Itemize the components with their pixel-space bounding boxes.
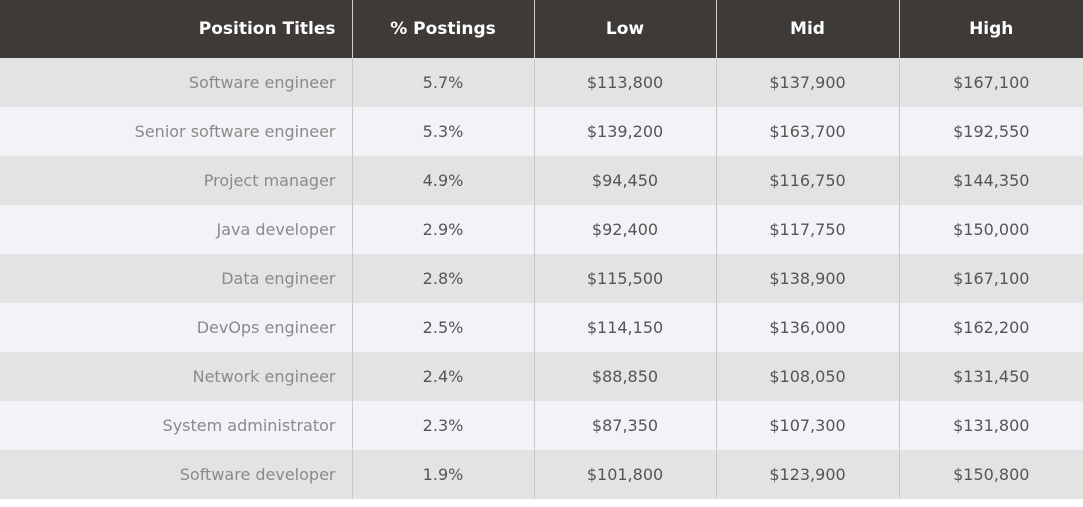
column-header: Position Titles — [0, 0, 352, 58]
table-cell: $108,050 — [715, 352, 899, 401]
position-title: Senior software engineer — [0, 107, 352, 156]
position-title: Network engineer — [0, 352, 352, 401]
table-cell: $138,900 — [715, 254, 899, 303]
position-title: System administrator — [0, 401, 352, 450]
table-cell: $137,900 — [715, 58, 899, 107]
table-cell: $150,800 — [898, 450, 1083, 499]
position-title: Java developer — [0, 205, 352, 254]
table-cell: $150,000 — [898, 205, 1083, 254]
table-cell: 1.9% — [351, 450, 534, 499]
table-cell: $88,850 — [533, 352, 716, 401]
table-cell: 2.4% — [351, 352, 534, 401]
table-cell: $92,400 — [533, 205, 716, 254]
table-cell: $116,750 — [715, 156, 899, 205]
table-cell: $114,150 — [533, 303, 716, 352]
table-row: Software developer 1.9% $101,800 $123,900 $1… — [0, 450, 1083, 499]
table-cell: 2.3% — [351, 401, 534, 450]
table-cell: 4.9% — [351, 156, 534, 205]
table-cell: $131,450 — [898, 352, 1083, 401]
table-cell: $167,100 — [898, 254, 1083, 303]
position-title: Software engineer — [0, 58, 352, 107]
column-header: Mid — [715, 0, 899, 58]
position-title: DevOps engineer — [0, 303, 352, 352]
table-row: Software engineer 5.7% $113,800 $137,900 $16… — [0, 58, 1083, 107]
table-cell: $162,200 — [898, 303, 1083, 352]
table-cell: $123,900 — [715, 450, 899, 499]
table-cell: $94,450 — [533, 156, 716, 205]
table-row: Data engineer 2.8% $115,500 $138,900 $167,10… — [0, 254, 1083, 303]
table-cell: $131,800 — [898, 401, 1083, 450]
table-cell: 2.9% — [351, 205, 534, 254]
table-cell: $115,500 — [533, 254, 716, 303]
table-cell: $87,350 — [533, 401, 716, 450]
table-row: Senior software engineer 5.3% $139,200 $163… — [0, 107, 1083, 156]
table-cell: $139,200 — [533, 107, 716, 156]
table-cell: $101,800 — [533, 450, 716, 499]
position-title: Data engineer — [0, 254, 352, 303]
table-cell: 5.3% — [351, 107, 534, 156]
table-cell: $167,100 — [898, 58, 1083, 107]
table-cell: $117,750 — [715, 205, 899, 254]
table-cell: 2.8% — [351, 254, 534, 303]
column-header: High — [898, 0, 1083, 58]
table-cell: $192,550 — [898, 107, 1083, 156]
position-title: Software developer — [0, 450, 352, 499]
table-cell: $163,700 — [715, 107, 899, 156]
table-cell: $144,350 — [898, 156, 1083, 205]
table-row: System administrator 2.3% $87,350 $107,300 $… — [0, 401, 1083, 450]
table-row: Network engineer 2.4% $88,850 $108,050 $131,… — [0, 352, 1083, 401]
table-row: DevOps engineer 2.5% $114,150 $136,000 $162,… — [0, 303, 1083, 352]
column-header: Low — [533, 0, 716, 58]
table-cell: 2.5% — [351, 303, 534, 352]
header-row: Position Titles% Postings Low Mid High — [0, 0, 1083, 58]
table-cell: 5.7% — [351, 58, 534, 107]
column-header: % Postings — [351, 0, 534, 58]
position-title: Project manager — [0, 156, 352, 205]
table-cell: $113,800 — [533, 58, 716, 107]
table-cell: $136,000 — [715, 303, 899, 352]
table-row: Java developer 2.9% $92,400 $117,750 $150,00… — [0, 205, 1083, 254]
table-row: Project manager 4.9% $94,450 $116,750 $144,3… — [0, 156, 1083, 205]
table-cell: $107,300 — [715, 401, 899, 450]
